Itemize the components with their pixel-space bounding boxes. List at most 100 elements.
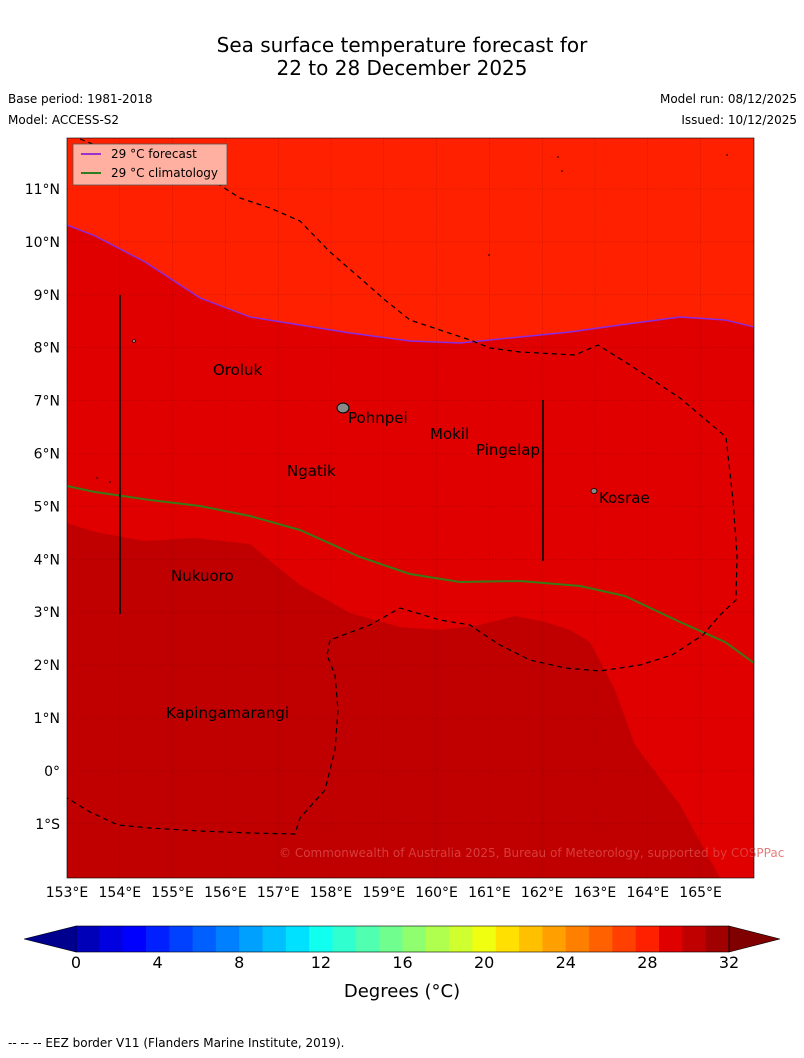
place-label: Oroluk	[213, 361, 262, 379]
colorbar-swatch	[425, 926, 450, 952]
colorbar-swatch	[379, 926, 403, 952]
islet-marker	[561, 170, 563, 172]
colorbar-low-extend	[23, 925, 77, 953]
colorbar-tick-label: 20	[473, 953, 495, 972]
eez-footnote: -- -- -- EEZ border V11 (Flanders Marine…	[8, 1036, 345, 1050]
colorbar-tick-label: 16	[392, 953, 413, 972]
colorbar-high-extend	[728, 925, 781, 953]
lon-tick-label: 164°E	[627, 885, 670, 901]
colorbar-tick-label: 8	[234, 953, 245, 972]
model-name: Model: ACCESS-S2	[8, 113, 120, 127]
lon-tick-label: 160°E	[415, 885, 458, 901]
lat-tick-label: 2°N	[34, 658, 60, 674]
lon-tick-label: 162°E	[521, 885, 564, 901]
colorbar-swatch	[705, 926, 730, 952]
lon-tick-label: 153°E	[46, 885, 89, 901]
lon-tick-label: 165°E	[679, 885, 722, 901]
islet-marker	[557, 156, 559, 158]
forecast-29c-contour	[66, 224, 755, 344]
islet-marker	[488, 254, 490, 256]
colorbar-swatch	[239, 926, 263, 952]
climatology-29c-contour	[66, 485, 755, 664]
islet-marker	[96, 477, 98, 479]
colorbar-swatch	[332, 926, 357, 952]
islet-marker	[726, 154, 728, 156]
colorbar-title: Degrees (°C)	[343, 981, 461, 1002]
base-period: Base period: 1981-2018	[8, 92, 153, 106]
colorbar-tick-label: 28	[637, 953, 658, 972]
colorbar-swatch	[565, 926, 590, 952]
colorbar-tick-label: 0	[70, 953, 82, 972]
eez-borders	[66, 138, 738, 835]
place-labels: Oroluk Pohnpei Mokil Pingelap Ngatik Kos…	[166, 361, 650, 722]
place-label: Kapingamarangi	[166, 704, 289, 722]
colorbar-swatch	[495, 926, 520, 952]
colorbar-swatch	[192, 926, 217, 952]
islet-marker	[109, 481, 111, 483]
legend-forecast-label: 29 °C forecast	[111, 147, 197, 161]
lat-tick-label: 6°N	[34, 447, 60, 463]
lat-tick-label: 0°	[44, 764, 60, 780]
longitude-tick-labels: 153°E 154°E 155°E 156°E 157°E 158°E 159°E 160°E…	[46, 885, 722, 901]
colorbar-tick-label: 32	[718, 953, 740, 972]
legend-box	[72, 143, 228, 186]
colorbar-swatch	[285, 926, 310, 952]
lat-tick-label: 10°N	[25, 235, 60, 251]
lon-tick-label: 158°E	[310, 885, 353, 901]
place-label: Kosrae	[599, 489, 650, 507]
lon-tick-label: 157°E	[257, 885, 300, 901]
sst-region-28-29	[67, 523, 720, 878]
kosrae-island	[590, 488, 598, 494]
latitude-tick-labels: 11°N 10°N 9°N 8°N 7°N 6°N 5°N 4°N 3°N 2°N 1°N 0° 1°S	[25, 182, 60, 833]
place-label: Ngatik	[287, 462, 336, 480]
lon-tick-label: 155°E	[151, 885, 194, 901]
place-label: Pohnpei	[348, 409, 408, 427]
title-line-1: Sea surface temperature forecast for	[216, 33, 588, 57]
colorbar-tick-label: 12	[310, 953, 332, 972]
colorbar-swatch	[635, 926, 660, 952]
lat-tick-label: 11°N	[25, 182, 60, 198]
colorbar-swatch	[122, 926, 147, 952]
colorbar-swatch	[612, 926, 637, 952]
lat-tick-label: 1°S	[35, 817, 60, 833]
colorbar-swatch	[355, 926, 380, 952]
colorbar-swatch	[215, 926, 240, 952]
colorbar-swatch	[145, 926, 170, 952]
map-legend: 29 °C forecast 29 °C climatology	[72, 143, 228, 186]
lon-tick-label: 163°E	[574, 885, 617, 901]
lat-tick-label: 1°N	[34, 711, 60, 727]
colorbar-swatch	[309, 926, 333, 952]
colorbar-swatch	[682, 926, 707, 952]
colorbar-swatch	[169, 926, 194, 952]
map-frame	[66, 137, 755, 879]
issued-date: Issued: 10/12/2025	[681, 113, 797, 127]
colorbar-swatch	[519, 926, 543, 952]
lon-tick-label: 156°E	[204, 885, 247, 901]
colorbar-swatch	[449, 926, 473, 952]
colorbar-swatch	[262, 926, 287, 952]
copyright-text: © Commonwealth of Australia 2025, Bureau…	[279, 846, 784, 860]
legend-climatology-label: 29 °C climatology	[111, 166, 218, 180]
lat-tick-label: 8°N	[34, 341, 60, 357]
islet-marker	[132, 339, 136, 343]
pohnpei-island	[336, 402, 350, 414]
colorbar-swatch	[542, 926, 567, 952]
colorbar-swatch	[99, 926, 124, 952]
colorbar-frame	[75, 925, 730, 953]
colorbar-swatch	[589, 926, 613, 952]
title-line-2: 22 to 28 December 2025	[276, 56, 528, 80]
colorbar-tick-label: 4	[152, 953, 163, 972]
place-label: Nukuoro	[171, 567, 234, 585]
colorbar-swatch	[76, 926, 100, 952]
lon-tick-label: 159°E	[363, 885, 406, 901]
colorbar-tick-label: 24	[555, 953, 576, 972]
colorbar-swatch	[402, 926, 427, 952]
lat-tick-label: 3°N	[34, 605, 60, 621]
colorbar	[23, 925, 781, 953]
lat-tick-label: 5°N	[34, 499, 60, 515]
place-label: Pingelap	[476, 441, 540, 459]
lat-tick-label: 9°N	[34, 288, 60, 304]
colorbar-swatch	[472, 926, 497, 952]
place-label: Mokil	[430, 425, 469, 443]
